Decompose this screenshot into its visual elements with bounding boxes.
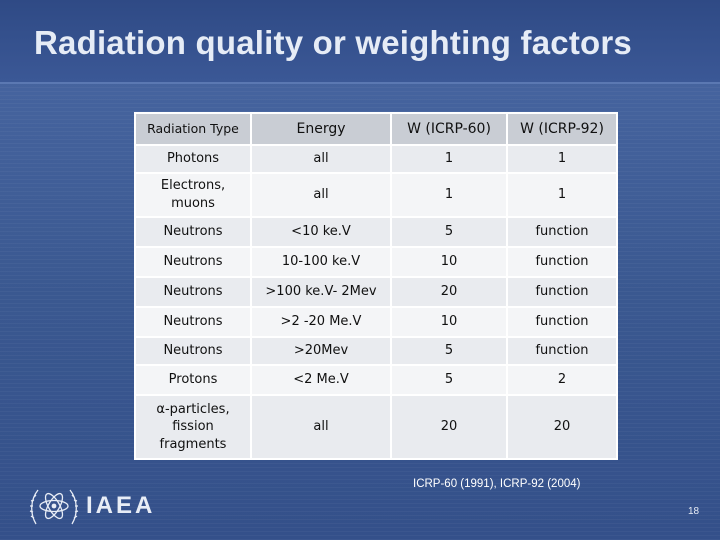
cell-energy: all bbox=[250, 394, 392, 460]
table-header-row: Radiation Type Energy W (ICRP-60) W (ICR… bbox=[134, 112, 618, 146]
header-w-icrp60: W (ICRP-60) bbox=[390, 112, 508, 146]
table-row: α-particles, fission fragments all 20 20 bbox=[134, 394, 618, 460]
reference-note: ICRP-60 (1991), ICRP-92 (2004) bbox=[413, 478, 581, 490]
slide-title: Radiation quality or weighting factors bbox=[34, 24, 632, 61]
cell-radiation-type: Neutrons bbox=[134, 216, 252, 248]
cell-w-icrp60: 10 bbox=[390, 306, 508, 338]
header-energy: Energy bbox=[250, 112, 392, 146]
table-row: Protons <2 Me.V 5 2 bbox=[134, 364, 618, 396]
cell-w-icrp60: 20 bbox=[390, 394, 508, 460]
cell-w-icrp92: function bbox=[506, 246, 618, 278]
title-bar: Radiation quality or weighting factors bbox=[0, 0, 720, 84]
cell-radiation-type: Neutrons bbox=[134, 336, 252, 366]
table-row: Neutrons >2 -20 Me.V 10 function bbox=[134, 306, 618, 338]
cell-w-icrp92: 1 bbox=[506, 172, 618, 218]
cell-energy: all bbox=[250, 172, 392, 218]
cell-energy: <10 ke.V bbox=[250, 216, 392, 248]
cell-radiation-type: Electrons, muons bbox=[134, 172, 252, 218]
table-row: Neutrons <10 ke.V 5 function bbox=[134, 216, 618, 248]
cell-w-icrp60: 10 bbox=[390, 246, 508, 278]
weighting-factors-table: Radiation Type Energy W (ICRP-60) W (ICR… bbox=[134, 112, 618, 460]
cell-w-icrp92: function bbox=[506, 336, 618, 366]
cell-energy: >2 -20 Me.V bbox=[250, 306, 392, 338]
cell-radiation-type: Neutrons bbox=[134, 246, 252, 278]
cell-w-icrp92: 2 bbox=[506, 364, 618, 396]
table-row: Electrons, muons all 1 1 bbox=[134, 172, 618, 218]
header-radiation-type: Radiation Type bbox=[134, 112, 252, 146]
cell-w-icrp92: function bbox=[506, 276, 618, 308]
cell-radiation-type: Protons bbox=[134, 364, 252, 396]
cell-energy: 10-100 ke.V bbox=[250, 246, 392, 278]
cell-w-icrp92: function bbox=[506, 306, 618, 338]
cell-energy: >100 ke.V- 2Mev bbox=[250, 276, 392, 308]
table-row: Photons all 1 1 bbox=[134, 144, 618, 174]
cell-energy: >20Mev bbox=[250, 336, 392, 366]
cell-w-icrp60: 5 bbox=[390, 216, 508, 248]
logo-text: IAEA bbox=[86, 492, 156, 519]
cell-w-icrp60: 1 bbox=[390, 172, 508, 218]
iaea-logo: IAEA bbox=[28, 484, 155, 528]
table-row: Neutrons 10-100 ke.V 10 function bbox=[134, 246, 618, 278]
header-w-icrp92: W (ICRP-92) bbox=[506, 112, 618, 146]
cell-energy: all bbox=[250, 144, 392, 174]
iaea-atom-emblem-icon bbox=[29, 489, 79, 525]
cell-w-icrp60: 5 bbox=[390, 364, 508, 396]
weighting-factors-table-container: Radiation Type Energy W (ICRP-60) W (ICR… bbox=[134, 112, 618, 460]
table-row: Neutrons >100 ke.V- 2Mev 20 function bbox=[134, 276, 618, 308]
table-row: Neutrons >20Mev 5 function bbox=[134, 336, 618, 366]
cell-w-icrp92: 1 bbox=[506, 144, 618, 174]
cell-w-icrp60: 5 bbox=[390, 336, 508, 366]
cell-radiation-type: α-particles, fission fragments bbox=[134, 394, 252, 460]
cell-radiation-type: Neutrons bbox=[134, 306, 252, 338]
cell-radiation-type: Neutrons bbox=[134, 276, 252, 308]
cell-w-icrp92: 20 bbox=[506, 394, 618, 460]
page-number: 18 bbox=[688, 506, 700, 517]
cell-energy: <2 Me.V bbox=[250, 364, 392, 396]
cell-w-icrp92: function bbox=[506, 216, 618, 248]
cell-w-icrp60: 1 bbox=[390, 144, 508, 174]
cell-radiation-type: Photons bbox=[134, 144, 252, 174]
cell-w-icrp60: 20 bbox=[390, 276, 508, 308]
